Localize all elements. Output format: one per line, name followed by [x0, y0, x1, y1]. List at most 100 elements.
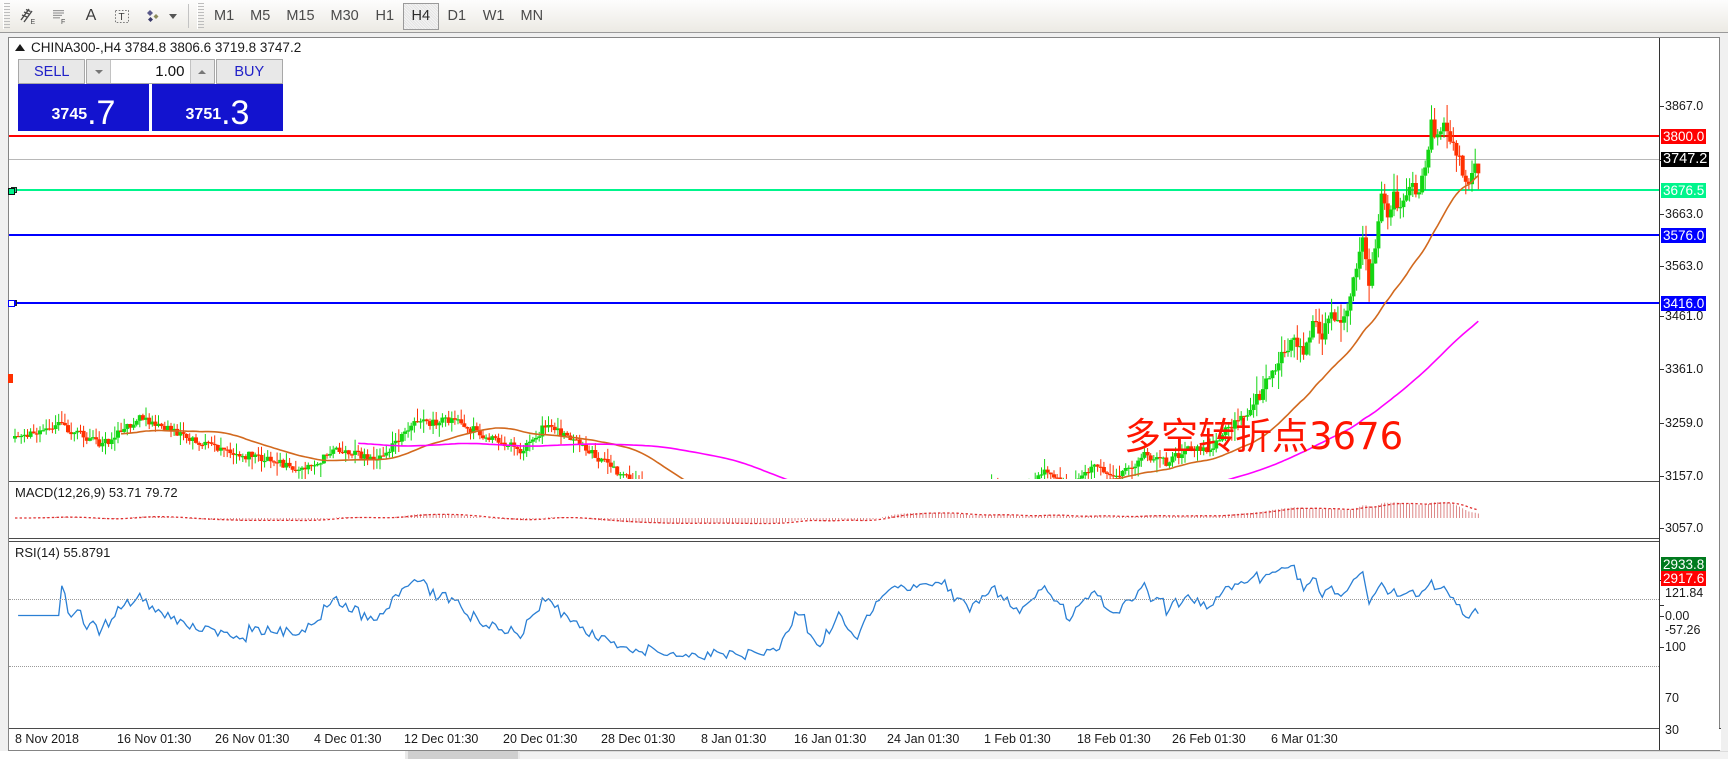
symbol-header: CHINA300-,H4 3784.8 3806.6 3719.8 3747.2 — [9, 38, 301, 56]
price-tick-3867: 3867.0 — [1665, 99, 1704, 113]
price-tag-2933[interactable]: 2933.8 — [1661, 557, 1707, 572]
toolbar-separator — [188, 4, 189, 28]
time-label-4: 12 Dec 01:30 — [404, 732, 479, 746]
time-label-10: 1 Feb 01:30 — [984, 732, 1051, 746]
pivot-left-handle[interactable] — [8, 188, 15, 195]
collapse-triangle-icon[interactable] — [15, 43, 25, 51]
rsi-tick-100: 100 — [1665, 640, 1686, 654]
price-tag-3676[interactable]: 3676.5 — [1661, 183, 1707, 198]
time-label-7: 8 Jan 01:30 — [701, 732, 767, 746]
buy-button[interactable]: BUY — [215, 59, 283, 84]
macd-series — [15, 502, 1479, 525]
time-label-13: 6 Mar 01:30 — [1271, 732, 1338, 746]
time-label-8: 16 Jan 01:30 — [794, 732, 867, 746]
price-tag-3800[interactable]: 3800.0 — [1661, 129, 1707, 144]
timeframe-grip[interactable] — [197, 3, 204, 29]
bottom-scroll-strip[interactable] — [0, 751, 1728, 759]
timeframe-m1[interactable]: M1 — [214, 8, 235, 24]
timeframe-m30[interactable]: M30 — [330, 8, 359, 24]
main-toolbar: E F A T M1 M5 M15 M30 H1 H4 D1 — [0, 0, 1728, 33]
price-tick-3057: 3057.0 — [1665, 521, 1704, 535]
price-tag-current-3747[interactable]: 3747.2 — [1661, 151, 1710, 167]
tab-strip-area — [0, 751, 405, 759]
svg-text:T: T — [119, 12, 125, 23]
sell-price-integer: 3745 — [51, 106, 88, 124]
price-pane[interactable]: 多空转折点3676 — [8, 38, 1659, 479]
time-label-9: 24 Jan 01:30 — [887, 732, 960, 746]
timeframe-h4[interactable]: H4 — [402, 2, 439, 30]
macd-tick-zero: 0.00 — [1665, 609, 1690, 623]
level-line-3576[interactable] — [9, 234, 1659, 236]
rsi-label: RSI(14) 55.8791 — [15, 545, 111, 560]
price-tick-3361: 3361.0 — [1665, 362, 1704, 376]
macd-tick-max: 121.84 — [1665, 586, 1704, 600]
price-tick-3157: 3157.0 — [1665, 469, 1704, 483]
expert-advisors-icon[interactable]: E — [12, 2, 44, 30]
svg-text:F: F — [61, 19, 65, 26]
price-tag-3416[interactable]: 3416.0 — [1661, 296, 1707, 311]
time-label-6: 28 Dec 01:30 — [601, 732, 676, 746]
chevron-down-icon[interactable] — [169, 13, 177, 19]
timeframe-d1[interactable]: D1 — [447, 8, 467, 24]
rsi-tick-70: 70 — [1665, 691, 1679, 705]
chart-window[interactable]: CHINA300-,H4 3784.8 3806.6 3719.8 3747.2… — [8, 37, 1721, 751]
volume-input[interactable]: 1.00 — [155, 63, 185, 80]
buy-price-integer: 3751 — [185, 106, 222, 124]
price-tick-3461: 3461.0 — [1665, 309, 1704, 323]
objects-icon[interactable] — [138, 2, 183, 30]
timeframe-m5[interactable]: M5 — [250, 8, 271, 24]
macd-label: MACD(12,26,9) 53.71 79.72 — [15, 485, 178, 500]
macd-pane[interactable]: MACD(12,26,9) 53.71 79.72 — [9, 481, 1659, 539]
rsi-level-70 — [9, 599, 1659, 600]
price-tick-3563: 3563.0 — [1665, 259, 1704, 273]
timeframe-mn[interactable]: MN — [520, 8, 544, 24]
volume-decrement-button[interactable] — [87, 60, 112, 83]
rsi-level-30 — [9, 666, 1659, 667]
time-axis: 8 Nov 2018 16 Nov 01:30 26 Nov 01:30 4 D… — [9, 728, 1721, 750]
gridline — [9, 106, 1659, 107]
caret-up-icon — [198, 69, 206, 74]
price-tag-2917[interactable]: 2917.6 — [1661, 571, 1707, 586]
buy-price-decimal: .3 — [221, 94, 250, 133]
chart-annotation-text[interactable]: 多空转折点3676 — [1124, 415, 1404, 458]
volume-increment-button[interactable] — [189, 60, 214, 83]
caret-down-icon — [94, 69, 103, 74]
time-label-2: 26 Nov 01:30 — [215, 732, 290, 746]
scrollbar-track[interactable] — [520, 751, 1728, 759]
time-label-0: 8 Nov 2018 — [15, 732, 79, 746]
rsi-series — [18, 564, 1479, 661]
support-left-handle[interactable] — [8, 300, 15, 307]
toolbar-grip[interactable] — [3, 3, 10, 29]
scrollbar-thumb[interactable] — [408, 751, 518, 759]
volume-stepper[interactable]: 1.00 — [86, 59, 215, 84]
candlestick-series — [13, 105, 1481, 479]
svg-text:E: E — [31, 19, 36, 26]
level-line-3800[interactable] — [9, 135, 1659, 137]
text-box-icon[interactable]: T — [106, 2, 138, 30]
time-label-3: 4 Dec 01:30 — [314, 732, 382, 746]
time-label-1: 16 Nov 01:30 — [117, 732, 192, 746]
time-label-11: 18 Feb 01:30 — [1077, 732, 1151, 746]
sell-price-display[interactable]: 3745.7 — [18, 84, 149, 131]
timeframe-m15[interactable]: M15 — [286, 8, 315, 24]
rsi-tick-30: 30 — [1665, 723, 1679, 737]
grid-f-icon[interactable]: F — [44, 2, 76, 30]
price-tag-3576[interactable]: 3576.0 — [1661, 228, 1707, 243]
macd-tick-min: -57.26 — [1665, 623, 1701, 637]
timeframe-h1[interactable]: H1 — [375, 8, 395, 24]
first-candle-marker — [8, 374, 13, 383]
level-line-current-3747[interactable] — [9, 159, 1659, 160]
price-scale[interactable]: 3867.0 3765.0 3663.0 3563.0 3461.0 3361.… — [1659, 38, 1719, 750]
price-tick-3259: 3259.0 — [1665, 416, 1704, 430]
rsi-pane[interactable]: RSI(14) 55.8791 — [9, 541, 1659, 710]
price-tick-3663: 3663.0 — [1665, 207, 1704, 221]
timeframe-w1[interactable]: W1 — [482, 8, 505, 24]
one-click-trading-panel[interactable]: SELL 1.00 BUY 3745.7 3751.3 — [18, 59, 283, 131]
sell-price-decimal: .7 — [87, 94, 116, 133]
time-label-5: 20 Dec 01:30 — [503, 732, 578, 746]
time-label-12: 26 Feb 01:30 — [1172, 732, 1246, 746]
symbol-ohlc-text: CHINA300-,H4 3784.8 3806.6 3719.8 3747.2 — [31, 39, 302, 55]
buy-price-display[interactable]: 3751.3 — [152, 84, 283, 131]
text-label-icon[interactable]: A — [85, 7, 97, 24]
sell-button[interactable]: SELL — [18, 59, 86, 84]
